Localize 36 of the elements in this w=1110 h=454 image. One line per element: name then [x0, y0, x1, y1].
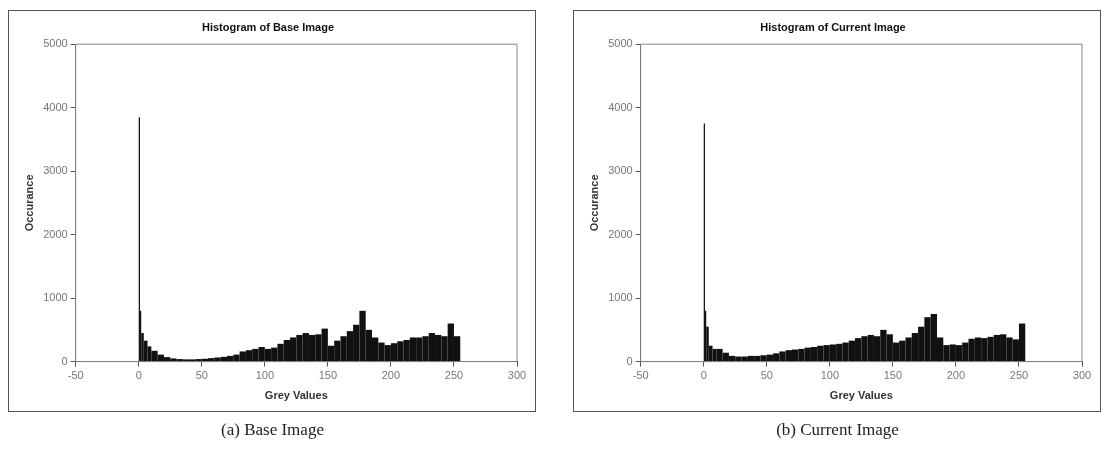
- y-tick-label: 2000: [43, 227, 68, 240]
- x-tick-label: 50: [195, 369, 208, 382]
- text: (b) Current Image: [775, 420, 900, 440]
- chart-title: Histogram of Base Image: [201, 20, 335, 33]
- y-tick-label: 0: [61, 354, 68, 367]
- x-tick-label: 50: [760, 369, 773, 382]
- y-tick-label: 4000: [608, 100, 633, 113]
- y-axis-title: Occurance: [587, 174, 600, 232]
- x-tick-label: 200: [381, 369, 401, 382]
- x-axis-title: Grey Values: [829, 389, 893, 402]
- y-tick-label: 2000: [608, 227, 633, 240]
- y-tick-label: 5000: [43, 37, 68, 50]
- y-tick-label: 3000: [43, 164, 68, 177]
- y-tick-label: 0: [626, 354, 633, 367]
- x-tick-label: 100: [820, 369, 839, 382]
- x-tick-label: 150: [318, 369, 338, 382]
- x-tick-label: 250: [444, 369, 464, 382]
- x-axis-title: Grey Values: [264, 389, 328, 402]
- x-tick-label: 150: [883, 369, 903, 382]
- y-tick-label: 1000: [608, 291, 633, 304]
- text: (a) Base Image: [220, 420, 325, 440]
- y-tick-label: 5000: [608, 37, 633, 50]
- y-tick-label: 1000: [43, 291, 68, 304]
- x-tick-label: 300: [1072, 369, 1092, 382]
- x-tick-label: 250: [1009, 369, 1029, 382]
- x-tick-label: 0: [700, 369, 707, 382]
- y-tick-label: 4000: [43, 100, 68, 113]
- y-axis-title: Occurance: [22, 174, 35, 232]
- x-tick-label: -50: [632, 369, 649, 382]
- y-tick-label: 3000: [608, 164, 633, 177]
- chart-title: Histogram of Current Image: [760, 20, 906, 33]
- x-tick-label: 200: [946, 369, 966, 382]
- x-tick-label: 100: [255, 369, 274, 382]
- x-tick-label: -50: [67, 369, 84, 382]
- x-tick-label: 300: [507, 369, 527, 382]
- x-tick-label: 0: [135, 369, 142, 382]
